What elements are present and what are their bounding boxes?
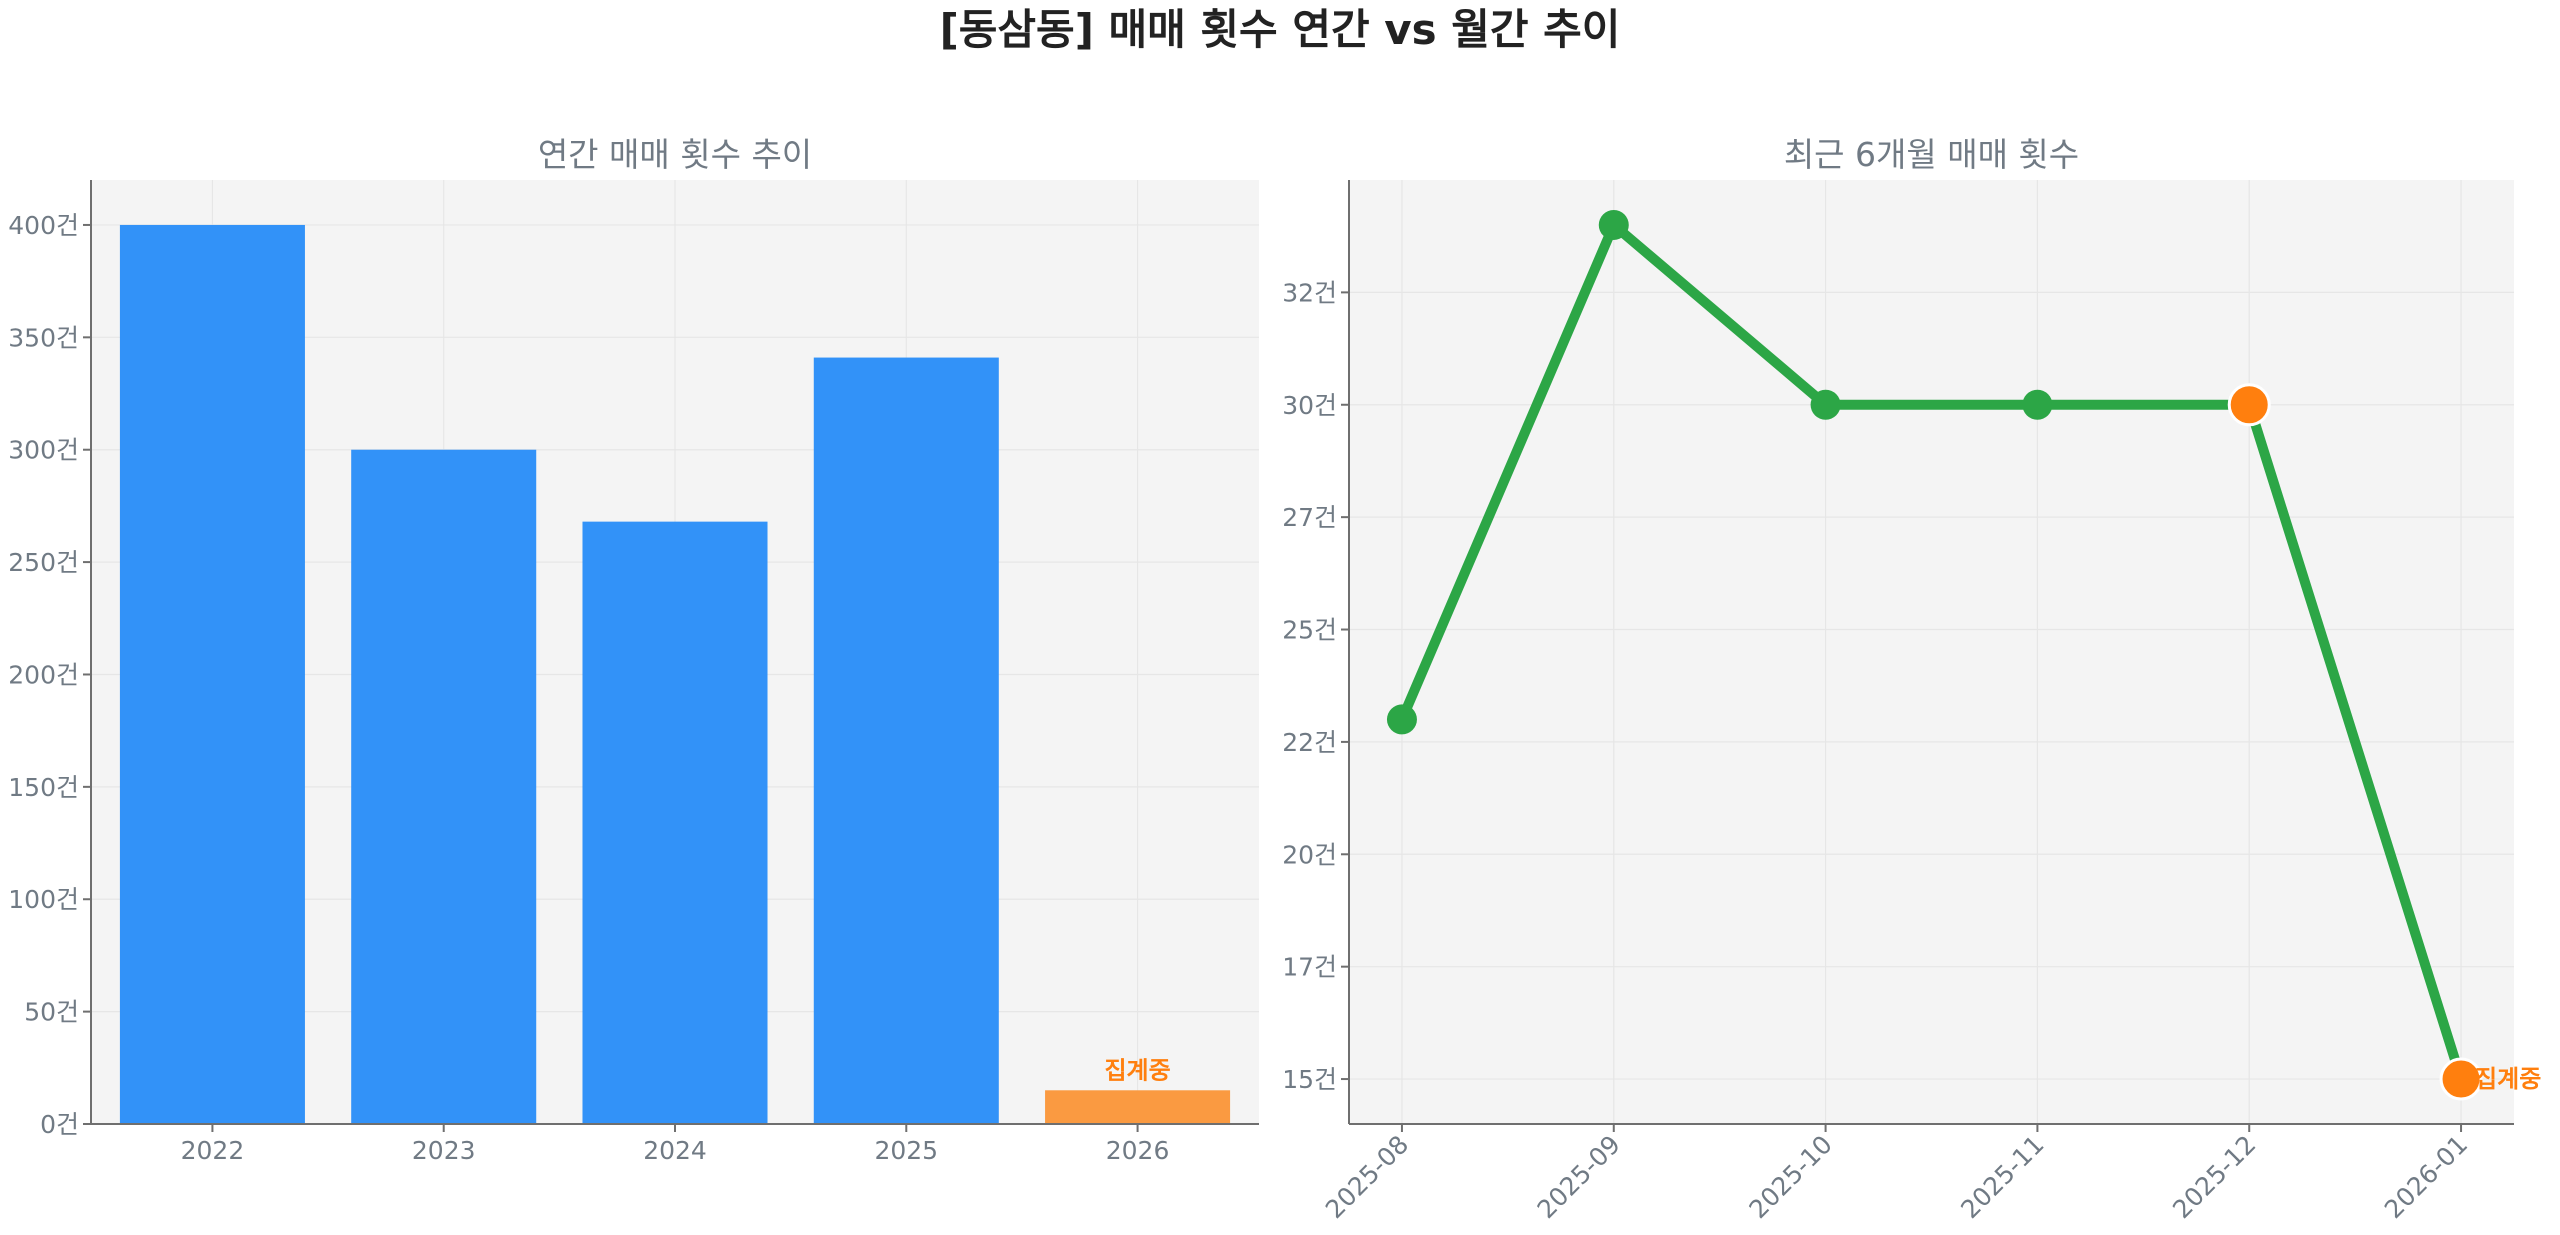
y-tick-label-right: 30건	[1282, 391, 1337, 420]
y-tick-label-left: 400건	[8, 211, 79, 240]
partial-label: 집계중	[1104, 1056, 1170, 1084]
plot-area-right	[1349, 180, 2514, 1124]
y-tick-label-left: 350건	[8, 323, 79, 352]
x-tick-label-right: 2025-11	[1955, 1130, 2049, 1224]
x-tick-label-left: 2023	[412, 1136, 476, 1165]
annual-bar-chart: 집계중 0건 50건 100건 150건 200건 250건 300건 350건 400건 202…	[8, 135, 1259, 1165]
y-tick-label-left: 250건	[8, 548, 79, 577]
x-tick-label-left: 2024	[643, 1136, 707, 1165]
point-highlight-2025-12	[2227, 383, 2271, 427]
annual-chart-title: 연간 매매 횟수 추이	[538, 135, 812, 174]
grid-right	[1349, 180, 2514, 1124]
bar-2025	[813, 357, 999, 1124]
bar-2022	[119, 224, 305, 1124]
point-2025-08	[1386, 704, 1417, 735]
y-tick-label-right: 15건	[1282, 1065, 1337, 1094]
y-tick-label-left: 300건	[8, 436, 79, 465]
bar-2024	[582, 521, 768, 1124]
y-tick-label-right: 20건	[1282, 840, 1337, 869]
point-2025-11	[2022, 389, 2053, 420]
monthly-chart-title: 최근 6개월 매매 횟수	[1784, 135, 2079, 174]
y-tick-label-left: 50건	[24, 998, 79, 1027]
x-tick-label-right: 2025-10	[1743, 1130, 1837, 1224]
point-2025-10	[1810, 389, 1841, 420]
y-tick-label-right: 25건	[1282, 616, 1337, 645]
point-highlight-2026-01	[2439, 1057, 2483, 1101]
bar-2023	[351, 449, 537, 1124]
y-tick-label-left: 100건	[8, 885, 79, 914]
x-tick-label-right: 2025-08	[1320, 1130, 1414, 1224]
partial-label: 집계중	[2475, 1065, 2541, 1093]
x-tick-label-left: 2022	[181, 1136, 245, 1165]
y-tick-label-right: 17건	[1282, 953, 1337, 982]
y-tick-label-right: 22건	[1282, 728, 1337, 757]
bar-2026	[1045, 1090, 1231, 1124]
x-tick-label-right: 2026-01	[2379, 1130, 2473, 1224]
y-tick-label-left: 0건	[40, 1110, 79, 1139]
y-tick-label-left: 150건	[8, 773, 79, 802]
y-tick-label-right: 32건	[1282, 278, 1337, 307]
y-tick-label-left: 200건	[8, 660, 79, 689]
bars-group: 집계중	[119, 224, 1231, 1124]
figure-title: [동삼동] 매매 횟수 연간 vs 월간 추이	[939, 5, 1621, 54]
x-tick-label-left: 2026	[1106, 1136, 1170, 1165]
y-tick-label-right: 27건	[1282, 503, 1337, 532]
x-tick-label-left: 2025	[874, 1136, 938, 1165]
line-group: 집계중	[1386, 209, 2541, 1101]
series-line	[1396, 219, 2467, 1085]
x-tick-label-right: 2025-12	[2167, 1130, 2261, 1224]
axes-left: 0건 50건 100건 150건 200건 250건 300건 350건 400건 2022 202…	[8, 180, 1259, 1165]
point-2025-09	[1598, 209, 1629, 240]
monthly-line-chart: 집계중 15건 17건 20건 22건 25건 27건 30건 32건 2025-08 2025-…	[1282, 135, 2541, 1224]
x-tick-label-right: 2025-09	[1532, 1130, 1626, 1224]
